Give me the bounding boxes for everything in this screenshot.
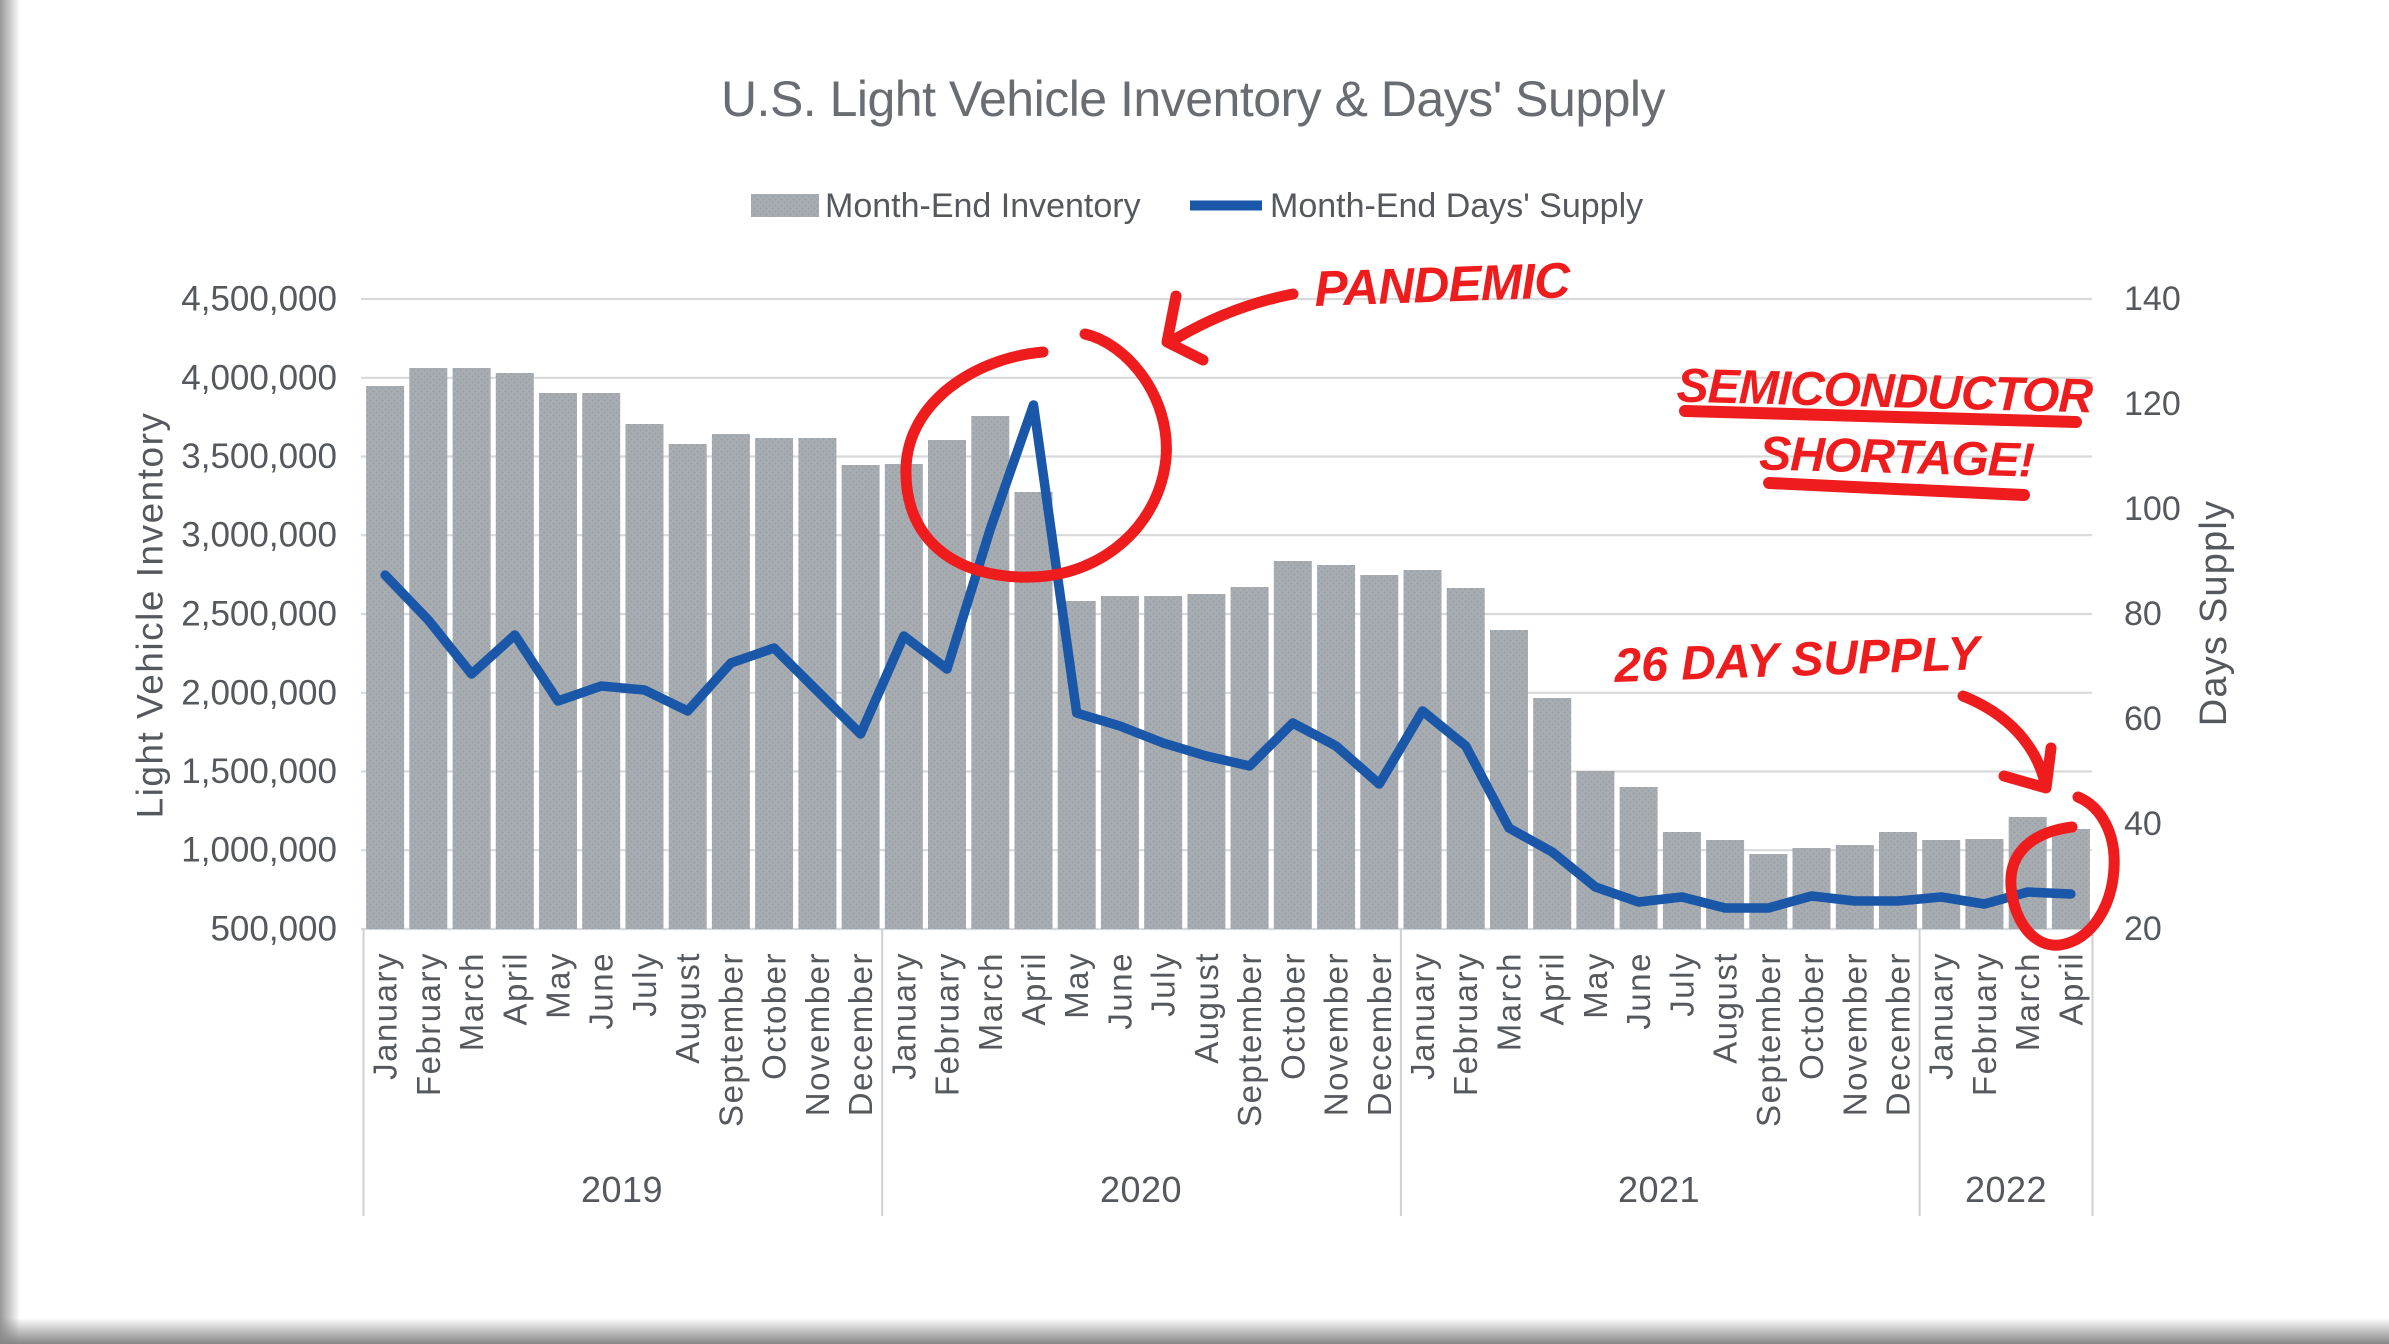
svg-text:500,000: 500,000 — [210, 910, 337, 949]
svg-text:September: September — [1231, 952, 1268, 1127]
svg-text:120: 120 — [2124, 385, 2181, 423]
svg-text:Days Supply: Days Supply — [2193, 500, 2235, 727]
svg-text:November: November — [1318, 952, 1355, 1116]
svg-text:20: 20 — [2124, 910, 2162, 948]
svg-text:July: July — [1663, 952, 1700, 1017]
svg-text:February: February — [410, 952, 447, 1096]
svg-text:April: April — [2052, 952, 2089, 1026]
svg-text:4,500,000: 4,500,000 — [181, 280, 337, 319]
svg-text:Month-End Days' Supply: Month-End Days' Supply — [1270, 187, 1643, 225]
svg-text:September: September — [712, 952, 749, 1127]
svg-text:November: November — [1836, 952, 1873, 1116]
svg-text:3,000,000: 3,000,000 — [181, 516, 337, 555]
svg-text:March: March — [972, 952, 1009, 1051]
svg-text:November: November — [799, 952, 836, 1116]
svg-text:December: December — [1880, 952, 1917, 1116]
svg-text:December: December — [842, 952, 879, 1116]
svg-text:60: 60 — [2124, 700, 2162, 738]
svg-text:July: July — [1145, 952, 1182, 1017]
svg-text:May: May — [1058, 952, 1095, 1019]
svg-text:March: March — [2009, 952, 2046, 1051]
svg-text:May: May — [540, 952, 577, 1019]
svg-text:March: March — [453, 952, 490, 1051]
svg-text:February: February — [1966, 952, 2003, 1096]
svg-text:February: February — [929, 952, 966, 1096]
svg-text:100: 100 — [2124, 490, 2181, 528]
svg-text:October: October — [1793, 952, 1830, 1080]
svg-text:June: June — [583, 952, 620, 1030]
svg-text:2021: 2021 — [1618, 1169, 1700, 1210]
svg-text:1,000,000: 1,000,000 — [181, 831, 337, 870]
svg-text:2020: 2020 — [1100, 1169, 1182, 1210]
svg-text:140: 140 — [2124, 280, 2181, 318]
svg-text:August: August — [1188, 952, 1225, 1064]
svg-text:March: March — [1491, 952, 1528, 1051]
svg-text:January: January — [1404, 952, 1441, 1080]
svg-text:2,500,000: 2,500,000 — [181, 595, 337, 634]
svg-text:2019: 2019 — [581, 1169, 663, 1210]
svg-text:PANDEMIC: PANDEMIC — [1313, 252, 1572, 317]
svg-text:May: May — [1577, 952, 1614, 1019]
svg-text:October: October — [1274, 952, 1311, 1080]
svg-text:Month-End Inventory: Month-End Inventory — [825, 187, 1141, 225]
svg-text:August: August — [669, 952, 706, 1064]
svg-text:2022: 2022 — [1965, 1169, 2047, 1210]
svg-text:August: August — [1707, 952, 1744, 1064]
svg-text:4,000,000: 4,000,000 — [181, 358, 337, 397]
svg-text:January: January — [885, 952, 922, 1080]
svg-text:April: April — [1534, 952, 1571, 1026]
svg-text:1,500,000: 1,500,000 — [181, 752, 337, 791]
svg-text:January: January — [367, 952, 404, 1080]
svg-text:April: April — [1015, 952, 1052, 1026]
svg-text:October: October — [756, 952, 793, 1080]
svg-text:80: 80 — [2124, 595, 2162, 633]
svg-text:June: June — [1101, 952, 1138, 1030]
svg-text:February: February — [1447, 952, 1484, 1096]
svg-text:2,000,000: 2,000,000 — [181, 673, 337, 712]
svg-text:July: July — [626, 952, 663, 1017]
svg-text:December: December — [1361, 952, 1398, 1116]
svg-text:January: January — [1923, 952, 1960, 1080]
svg-text:September: September — [1750, 952, 1787, 1127]
svg-text:April: April — [496, 952, 533, 1026]
svg-text:26 DAY SUPPLY: 26 DAY SUPPLY — [1613, 627, 1985, 693]
svg-text:U.S. Light Vehicle Inventory &: U.S. Light Vehicle Inventory & Days' Sup… — [721, 71, 1666, 127]
svg-text:3,500,000: 3,500,000 — [181, 437, 337, 476]
svg-text:Light Vehicle Inventory: Light Vehicle Inventory — [130, 412, 171, 819]
svg-text:SHORTAGE!: SHORTAGE! — [1759, 427, 2036, 487]
svg-text:June: June — [1620, 952, 1657, 1030]
svg-text:40: 40 — [2124, 805, 2162, 843]
